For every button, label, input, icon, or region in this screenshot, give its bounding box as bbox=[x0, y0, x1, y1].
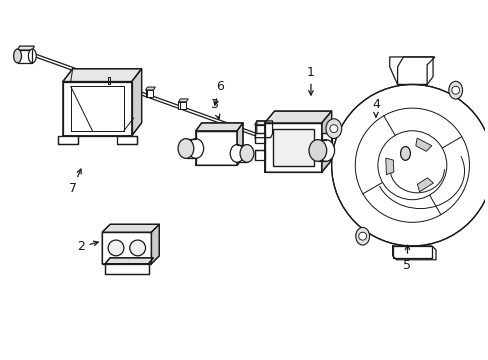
Polygon shape bbox=[145, 90, 153, 97]
Polygon shape bbox=[195, 131, 237, 165]
Polygon shape bbox=[254, 121, 272, 125]
Polygon shape bbox=[195, 123, 243, 131]
Polygon shape bbox=[102, 232, 151, 264]
Polygon shape bbox=[389, 57, 434, 85]
Polygon shape bbox=[102, 224, 159, 232]
Text: 7: 7 bbox=[68, 169, 81, 195]
Polygon shape bbox=[18, 50, 32, 63]
Polygon shape bbox=[321, 150, 331, 160]
Ellipse shape bbox=[230, 145, 244, 162]
Polygon shape bbox=[321, 133, 331, 143]
Ellipse shape bbox=[240, 145, 253, 162]
Polygon shape bbox=[178, 99, 188, 102]
Ellipse shape bbox=[325, 119, 341, 139]
Ellipse shape bbox=[388, 147, 398, 160]
Polygon shape bbox=[254, 125, 270, 138]
Polygon shape bbox=[63, 69, 142, 82]
Text: 1: 1 bbox=[306, 66, 314, 95]
Text: 5: 5 bbox=[403, 245, 410, 272]
Text: 6: 6 bbox=[213, 80, 224, 105]
Polygon shape bbox=[145, 87, 155, 90]
Polygon shape bbox=[321, 111, 331, 172]
Polygon shape bbox=[393, 125, 401, 172]
Circle shape bbox=[108, 240, 123, 256]
Ellipse shape bbox=[187, 139, 203, 158]
Polygon shape bbox=[417, 178, 432, 192]
Text: 2: 2 bbox=[77, 240, 98, 253]
Ellipse shape bbox=[316, 140, 334, 161]
Polygon shape bbox=[105, 258, 153, 264]
Ellipse shape bbox=[178, 139, 193, 158]
Ellipse shape bbox=[28, 49, 36, 63]
Polygon shape bbox=[392, 246, 431, 258]
Polygon shape bbox=[415, 138, 431, 151]
Polygon shape bbox=[264, 123, 321, 172]
Polygon shape bbox=[108, 77, 116, 84]
Polygon shape bbox=[356, 125, 401, 135]
Polygon shape bbox=[63, 82, 131, 136]
Ellipse shape bbox=[14, 49, 21, 63]
Circle shape bbox=[329, 125, 337, 132]
Polygon shape bbox=[356, 135, 393, 172]
Ellipse shape bbox=[355, 228, 369, 245]
Polygon shape bbox=[108, 74, 118, 77]
Text: 3: 3 bbox=[210, 98, 220, 119]
Ellipse shape bbox=[308, 140, 326, 161]
Polygon shape bbox=[178, 102, 186, 109]
Circle shape bbox=[355, 108, 468, 222]
Polygon shape bbox=[105, 264, 148, 274]
Ellipse shape bbox=[400, 147, 409, 160]
Polygon shape bbox=[264, 111, 331, 123]
Circle shape bbox=[331, 85, 488, 246]
Text: 4: 4 bbox=[371, 98, 379, 117]
Circle shape bbox=[129, 240, 145, 256]
Polygon shape bbox=[254, 150, 264, 160]
Circle shape bbox=[377, 131, 446, 200]
Polygon shape bbox=[151, 224, 159, 264]
Polygon shape bbox=[117, 136, 137, 144]
Polygon shape bbox=[272, 129, 313, 166]
Polygon shape bbox=[58, 136, 78, 144]
Circle shape bbox=[451, 86, 459, 94]
Polygon shape bbox=[18, 46, 34, 50]
Polygon shape bbox=[385, 158, 393, 175]
Circle shape bbox=[358, 232, 366, 240]
Polygon shape bbox=[131, 69, 142, 136]
Polygon shape bbox=[237, 123, 243, 165]
Polygon shape bbox=[254, 133, 264, 143]
Ellipse shape bbox=[448, 81, 462, 99]
Ellipse shape bbox=[485, 185, 488, 205]
